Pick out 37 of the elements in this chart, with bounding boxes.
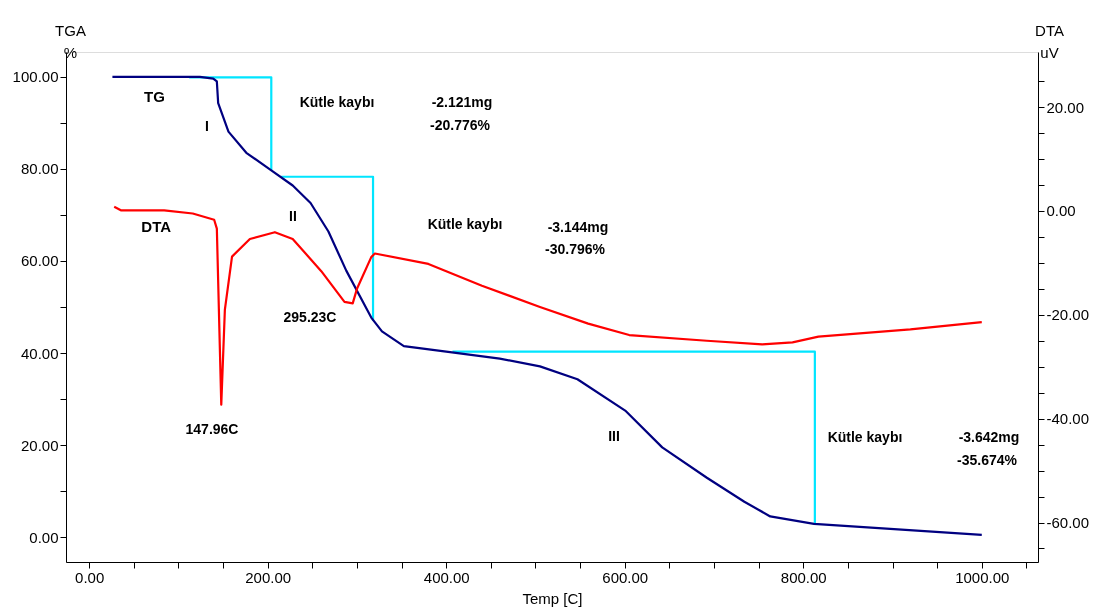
series-label: TG [143, 87, 165, 105]
y-tick-label: 40.00 [20, 344, 59, 362]
x-tick-label: 200.00 [245, 568, 292, 586]
annotation: -30.796% [545, 241, 606, 257]
x-tick-label: 800.00 [780, 568, 827, 586]
y-tick-label: 20.00 [20, 436, 59, 454]
y2-tick-label: 20.00 [1046, 98, 1085, 116]
annotation: -3.642mg [958, 429, 1020, 445]
y-tick-label: 100.00 [12, 68, 59, 86]
series-label: DTA [141, 217, 172, 235]
y-tick-label: 80.00 [20, 160, 59, 178]
y2-tick-label: -20.00 [1046, 306, 1090, 324]
y2-axis-title: DTA uV [1035, 21, 1064, 61]
x-tick-label: 0.00 [75, 568, 105, 586]
y-axis-title: TGA % [55, 21, 86, 61]
annotation: Kütle kaybı [299, 94, 375, 110]
y-tick-label: 60.00 [20, 252, 59, 270]
x-tick-label: 400.00 [423, 568, 470, 586]
y2-tick-label: 0.00 [1046, 202, 1076, 220]
annotation: Kütle kaybı [827, 429, 903, 445]
annotation: 295.23C [283, 309, 337, 325]
annotation: III [608, 428, 620, 444]
annotation: 147.96C [185, 421, 239, 437]
y2-tick-label: -60.00 [1046, 514, 1090, 532]
annotation: -3.144mg [547, 219, 609, 235]
annotation: -2.121mg [431, 94, 493, 110]
annotation: -20.776% [430, 117, 491, 133]
annotation: -35.674% [957, 452, 1018, 468]
y-tick-label: 0.00 [29, 528, 59, 546]
annotation: Kütle kaybı [427, 216, 503, 232]
y2-tick-label: -40.00 [1046, 410, 1090, 428]
x-tick-label: 1000.00 [955, 568, 1010, 586]
annotation: II [289, 208, 297, 224]
line-series [113, 205, 983, 406]
annotation: I [205, 118, 209, 134]
x-tick-label: 600.00 [602, 568, 649, 586]
x-axis-title: Temp [C] [522, 589, 583, 607]
